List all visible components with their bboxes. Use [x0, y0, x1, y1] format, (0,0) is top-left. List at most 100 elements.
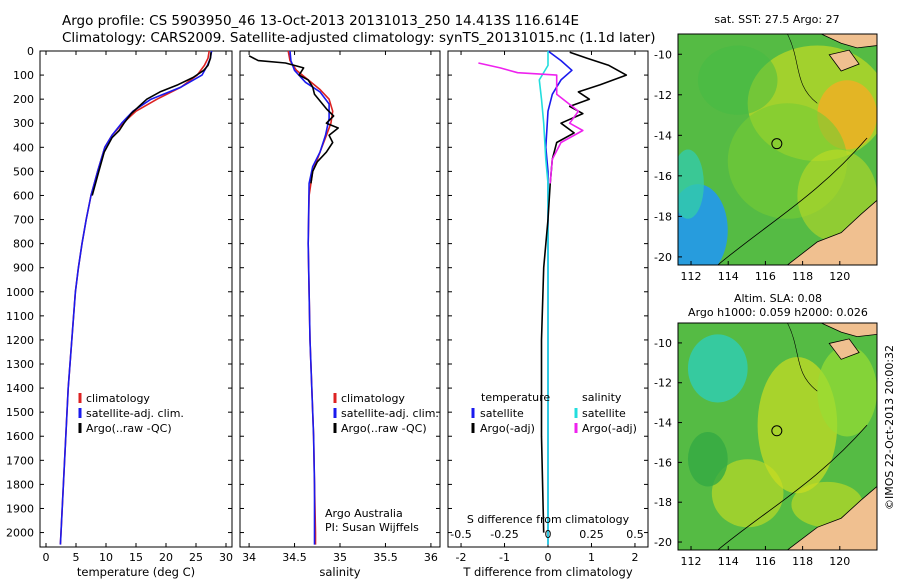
x-tick-label: 35.5	[373, 551, 398, 564]
map-x-tick-label: 118	[792, 555, 813, 568]
map-field	[678, 34, 877, 265]
legend-title-salinity: salinity	[582, 391, 622, 404]
map-y-tick-label: -16	[654, 456, 672, 469]
bathymetry-contour	[787, 34, 818, 104]
land-island	[828, 338, 860, 360]
map-field-patch	[678, 149, 704, 219]
x-tick-label: -2	[456, 551, 467, 564]
x-tick-label: 1	[588, 551, 595, 564]
depth-tick-label: 500	[13, 165, 34, 178]
depth-tick-label: 900	[13, 262, 34, 275]
legend-label: satellite-adj. clim.	[341, 407, 439, 420]
map-y-tick-label: -10	[654, 48, 672, 61]
x-tick-label: 10	[99, 551, 113, 564]
legend-label: climatology	[341, 392, 405, 405]
legend-label: Argo(-adj)	[480, 422, 535, 435]
series-line-argo-raw-qc-	[248, 55, 340, 184]
map-x-tick-label: 114	[718, 555, 739, 568]
panel-frame-temperature	[39, 50, 233, 548]
x-tick-label: 25	[189, 551, 203, 564]
x-tick-label: 15	[129, 551, 143, 564]
map-y-tick-label: -10	[654, 337, 672, 350]
x-tick-label: -1	[499, 551, 510, 564]
map-y-tick-label: -18	[654, 496, 672, 509]
series-line-temperature-argo-adj-	[540, 51, 628, 533]
depth-tick-label: 200	[13, 93, 34, 106]
depth-tick-label: 1100	[6, 310, 34, 323]
map-y-tick-label: -14	[654, 417, 672, 430]
depth-tick-label: 1200	[6, 334, 34, 347]
header-line2: Climatology: CARS2009. Satellite-adjuste…	[62, 30, 655, 46]
map-y-tick-label: -20	[654, 536, 672, 549]
panel-difference: -2 -1 0 1 2T difference from climatology temp…	[447, 50, 649, 579]
map-field-patch	[697, 45, 778, 115]
legend-label: Argo(..raw -QC)	[86, 422, 172, 435]
land-australia	[786, 485, 877, 550]
series-line-satellite-adj-clim-	[289, 50, 330, 545]
map-field-patch	[817, 345, 877, 437]
pi-label: PI: Susan Wijffels	[325, 521, 419, 534]
map-x-tick-label: 118	[792, 270, 813, 283]
map-x-tick-label: 120	[829, 555, 850, 568]
depth-tick-label: 1500	[6, 406, 34, 419]
argo-location-marker	[771, 138, 783, 150]
depth-tick-label: 300	[13, 117, 34, 130]
legend-label: satellite	[480, 407, 524, 420]
series-line-argo-raw-qc-	[91, 52, 212, 196]
map-y-tick-label: -20	[654, 251, 672, 264]
argo-location-marker	[771, 425, 783, 437]
panel-temperature: 0100200300400500600700800900100011001200…	[6, 45, 233, 579]
map-y-tick-label: -16	[654, 170, 672, 183]
x-tick-label: 35	[333, 551, 347, 564]
land-island	[828, 49, 860, 72]
x-axis-label: temperature (deg C)	[77, 565, 195, 579]
x-tick-label: 34.5	[282, 551, 307, 564]
series-line-satellite-adj-clim-	[59, 50, 213, 545]
argo-australia-label: Argo Australia	[325, 507, 403, 520]
panel-salinity: 34 34.5 35 35.5 36 salinity climatology satelli…	[239, 50, 441, 579]
legend-title-temperature: temperature	[481, 391, 550, 404]
x-tick-label: 5	[73, 551, 80, 564]
map-field	[678, 323, 877, 550]
map-frame	[677, 322, 878, 551]
sla-map-title1: Altim. SLA: 0.08	[734, 292, 822, 305]
depth-tick-label: 0	[27, 45, 34, 58]
bathymetry-contour	[787, 323, 818, 392]
map-x-tick-label: 116	[755, 270, 776, 283]
legend-label: Argo(-adj)	[582, 422, 637, 435]
bathymetry-contour	[717, 137, 868, 265]
depth-tick-label: 1400	[6, 382, 34, 395]
map-x-tick-label: 120	[829, 270, 850, 283]
sst-map-title: sat. SST: 27.5 Argo: 27	[714, 13, 839, 26]
land-australia	[786, 199, 877, 265]
x2-tick-label: -0.25	[490, 528, 518, 541]
map-x-tick-label: 114	[718, 270, 739, 283]
depth-tick-label: 400	[13, 141, 34, 154]
x-tick-label: 30	[219, 551, 233, 564]
x-axis-label: salinity	[319, 565, 360, 579]
map-x-tick-label: 112	[681, 555, 702, 568]
map-field-patch	[687, 431, 728, 487]
x-tick-label: 0	[545, 551, 552, 564]
x2-axis-label: S difference from climatology	[467, 513, 630, 526]
legend-label: climatology	[86, 392, 150, 405]
map-y-tick-label: -14	[654, 129, 672, 142]
map-x-tick-label: 112	[681, 270, 702, 283]
x-tick-label: 0	[43, 551, 50, 564]
depth-tick-label: 1300	[6, 358, 34, 371]
panel-frame-salinity	[239, 50, 441, 548]
series-line-salinity-argo-adj-	[478, 62, 584, 184]
x2-tick-label: 0.25	[579, 528, 604, 541]
bathymetry-contour	[717, 424, 868, 550]
x2-tick-label: -0.5	[450, 528, 471, 541]
depth-tick-label: 1000	[6, 286, 34, 299]
depth-tick-label: 800	[13, 238, 34, 251]
map-sst: 112 114 116 118 120 -10 -12 -14 -16 -18 -20	[654, 33, 878, 283]
x-tick-label: 36	[424, 551, 438, 564]
depth-tick-label: 700	[13, 214, 34, 227]
depth-tick-label: 1800	[6, 478, 34, 491]
map-frame	[677, 33, 878, 266]
map-y-tick-label: -18	[654, 210, 672, 223]
